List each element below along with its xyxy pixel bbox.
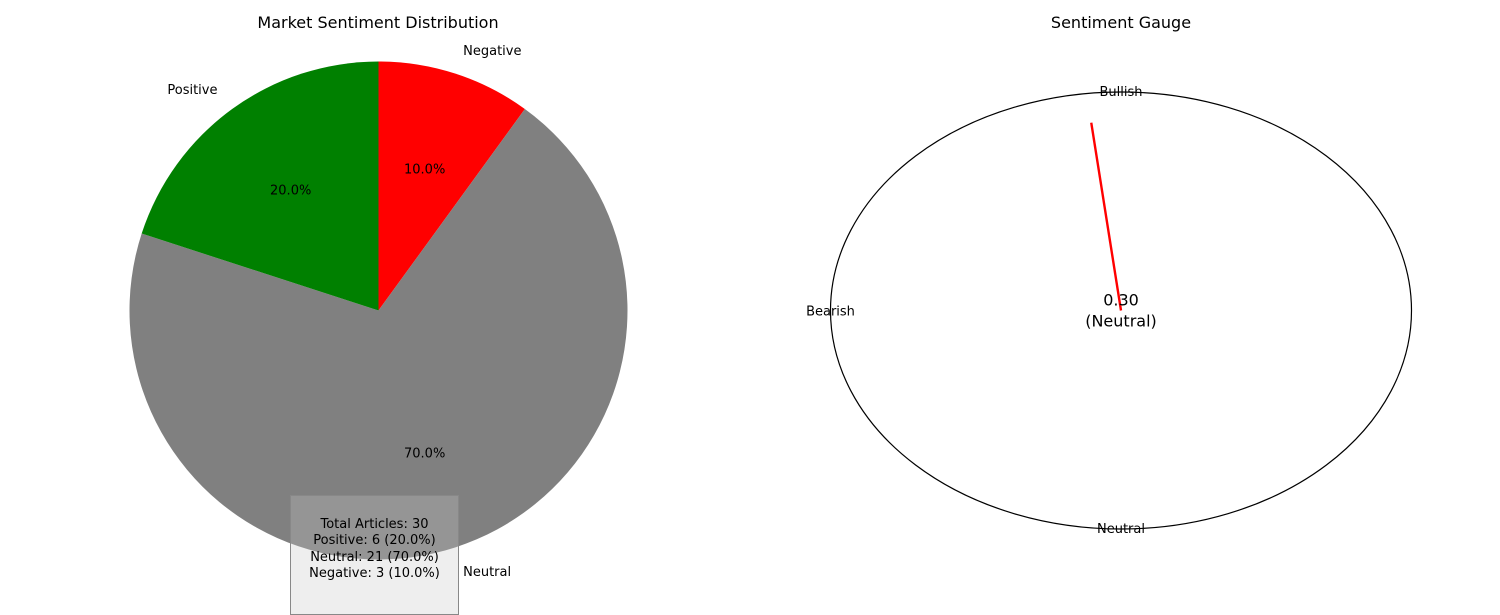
pie-pct-label-negative: 10.0% bbox=[404, 162, 445, 177]
pie-slice-negative bbox=[378, 61, 525, 311]
gauge-label-left: Bearish bbox=[806, 305, 855, 320]
gauge-category-label: (Neutral) bbox=[1085, 312, 1157, 331]
summary-total: Total Articles: 30 bbox=[320, 517, 429, 532]
gauge-label-bottom: Neutral bbox=[1097, 522, 1145, 537]
gauge-label-top: Bullish bbox=[1099, 85, 1142, 100]
gauge-chart: 0.30 (Neutral) Bullish Bearish Neutral bbox=[806, 85, 1413, 537]
pie-category-label-neutral: Neutral bbox=[463, 565, 511, 580]
pie-slice-neutral bbox=[129, 109, 628, 560]
pie-slice-positive bbox=[141, 61, 379, 311]
chart-canvas: 10.0% Negative 70.0% Neutral 20.0% Positive M… bbox=[129, 13, 1413, 580]
summary-box: Total Articles: 30 Positive: 6 (20.0%) N… bbox=[290, 495, 459, 615]
gauge-outline bbox=[829, 91, 1413, 530]
pie-chart-title: Market Sentiment Distribution bbox=[257, 13, 498, 32]
pie-category-label-negative: Negative bbox=[463, 44, 521, 59]
pie-chart: 10.0% Negative 70.0% Neutral 20.0% Positive bbox=[129, 44, 628, 580]
pie-pct-label-neutral: 70.0% bbox=[404, 447, 445, 462]
pie-pct-label-positive: 20.0% bbox=[270, 184, 311, 199]
summary-positive: Positive: 6 (20.0%) bbox=[313, 533, 436, 549]
gauge-value-label: 0.30 bbox=[1103, 291, 1139, 310]
gauge-needle bbox=[1090, 122, 1123, 311]
summary-negative: Negative: 3 (10.0%) bbox=[309, 565, 440, 581]
gauge-chart-title: Sentiment Gauge bbox=[1051, 13, 1191, 32]
pie-category-label-positive: Positive bbox=[167, 83, 217, 98]
summary-neutral: Neutral: 21 (70.0%) bbox=[310, 549, 439, 565]
